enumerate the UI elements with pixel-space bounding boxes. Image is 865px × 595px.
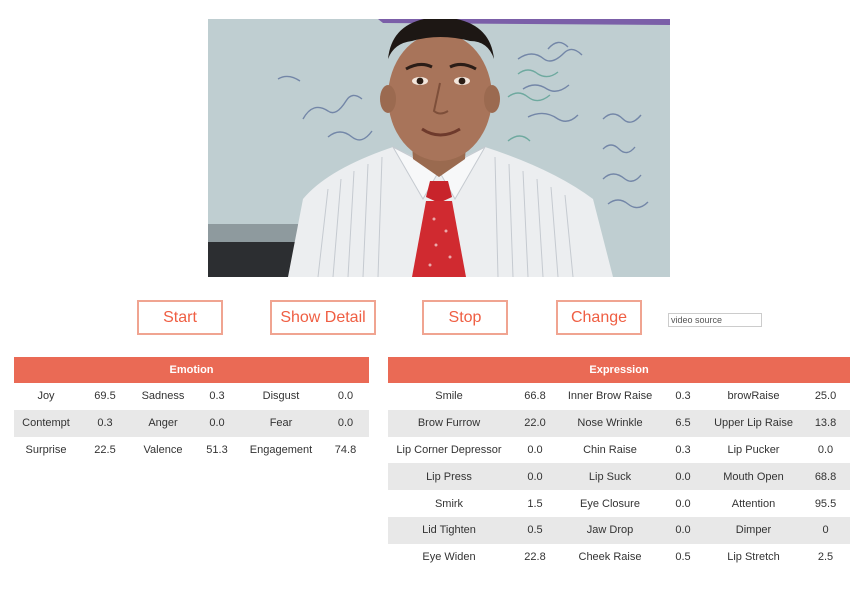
expression-metric-label: Lid Tighten (388, 516, 510, 544)
expression-metric-label: Eye Widen (388, 543, 510, 571)
emotion-metric-label: Engagement (240, 436, 322, 464)
expression-metric-label: Jaw Drop (560, 516, 660, 544)
emotion-metric-label: Valence (132, 436, 194, 464)
emotion-table: Emotion Joy 69.5 Sadness 0.3 Disgust 0.0 Conte… (14, 357, 370, 464)
emotion-metric-label: Surprise (14, 436, 78, 464)
expression-row: Smirk 1.5 Eye Closure 0.0 Attention 95.5 (388, 490, 851, 517)
expression-row: Lip Press 0.0 Lip Suck 0.0 Mouth Open 68.8 (388, 463, 851, 491)
expression-metric-value: 66.8 (510, 383, 560, 410)
expression-metric-value: 0 (801, 516, 851, 544)
emotion-metric-label: Fear (240, 409, 322, 437)
emotion-row: Joy 69.5 Sadness 0.3 Disgust 0.0 (14, 383, 370, 410)
expression-metric-value: 0.3 (660, 383, 706, 410)
emotion-row: Surprise 22.5 Valence 51.3 Engagement 74.8 (14, 436, 370, 464)
expression-metric-value: 0.5 (660, 543, 706, 571)
expression-metric-label: Smirk (388, 490, 510, 517)
expression-metric-label: Smile (388, 383, 510, 410)
emotion-metric-value: 69.5 (78, 383, 132, 410)
expression-metric-label: Lip Stretch (706, 543, 801, 571)
expression-row: Eye Widen 22.8 Cheek Raise 0.5 Lip Stretch 2.… (388, 543, 851, 571)
expression-metric-value: 0.3 (660, 436, 706, 464)
expression-row: Brow Furrow 22.0 Nose Wrinkle 6.5 Upper Lip … (388, 409, 851, 437)
change-button[interactable]: Change (556, 300, 642, 335)
expression-metric-label: Inner Brow Raise (560, 383, 660, 410)
expression-metric-value: 0.0 (510, 463, 560, 491)
expression-metric-label: Lip Corner Depressor (388, 436, 510, 464)
expression-metric-label: Brow Furrow (388, 409, 510, 437)
emotion-metric-label: Contempt (14, 409, 78, 437)
expression-row: Smile 66.8 Inner Brow Raise 0.3 browRaise 25.… (388, 383, 851, 410)
video-source-input[interactable] (668, 313, 762, 327)
expression-metric-value: 0.0 (660, 490, 706, 517)
expression-metric-value: 0.0 (660, 516, 706, 544)
emotion-metric-value: 22.5 (78, 436, 132, 464)
expression-metric-value: 13.8 (801, 409, 851, 437)
emotion-metric-label: Joy (14, 383, 78, 410)
expression-metric-value: 0.0 (510, 436, 560, 464)
emotion-metric-label: Anger (132, 409, 194, 437)
expression-row: Lid Tighten 0.5 Jaw Drop 0.0 Dimper 0 (388, 516, 851, 544)
expression-metric-value: 95.5 (801, 490, 851, 517)
expression-row: Lip Corner Depressor 0.0 Chin Raise 0.3 Lip … (388, 436, 851, 464)
emotion-row: Contempt 0.3 Anger 0.0 Fear 0.0 (14, 409, 370, 437)
emotion-metric-value: 0.0 (194, 409, 240, 437)
webcam-image (208, 19, 670, 277)
expression-metric-value: 22.0 (510, 409, 560, 437)
expression-metric-label: Lip Suck (560, 463, 660, 491)
emotion-metric-value: 0.0 (322, 383, 370, 410)
expression-metric-value: 0.0 (660, 463, 706, 491)
emotion-metric-value: 0.3 (78, 409, 132, 437)
expression-table: Expression Smile 66.8 Inner Brow Raise 0.3 b… (388, 357, 851, 571)
expression-metric-value: 2.5 (801, 543, 851, 571)
expression-table-body: Smile 66.8 Inner Brow Raise 0.3 browRaise 25.… (388, 383, 851, 571)
video-feed (208, 19, 670, 277)
expression-metric-label: Lip Pucker (706, 436, 801, 464)
expression-metric-value: 0.0 (801, 436, 851, 464)
expression-metric-value: 6.5 (660, 409, 706, 437)
expression-metric-label: Cheek Raise (560, 543, 660, 571)
expression-metric-label: Nose Wrinkle (560, 409, 660, 437)
emotion-metric-value: 0.3 (194, 383, 240, 410)
stop-button[interactable]: Stop (422, 300, 508, 335)
expression-table-header: Expression (388, 357, 851, 383)
emotion-metric-label: Sadness (132, 383, 194, 410)
expression-metric-value: 25.0 (801, 383, 851, 410)
expression-metric-label: Attention (706, 490, 801, 517)
expression-metric-label: browRaise (706, 383, 801, 410)
emotion-table-body: Joy 69.5 Sadness 0.3 Disgust 0.0 Contempt 0.3 An… (14, 383, 370, 464)
expression-metric-value: 0.5 (510, 516, 560, 544)
expression-metric-label: Lip Press (388, 463, 510, 491)
expression-metric-label: Chin Raise (560, 436, 660, 464)
expression-metric-label: Mouth Open (706, 463, 801, 491)
expression-metric-value: 1.5 (510, 490, 560, 517)
show-detail-button[interactable]: Show Detail (270, 300, 376, 335)
expression-metric-label: Upper Lip Raise (706, 409, 801, 437)
expression-metric-label: Eye Closure (560, 490, 660, 517)
expression-metric-label: Dimper (706, 516, 801, 544)
emotion-metric-value: 0.0 (322, 409, 370, 437)
start-button[interactable]: Start (137, 300, 223, 335)
emotion-table-header: Emotion (14, 357, 370, 383)
emotion-metric-label: Disgust (240, 383, 322, 410)
emotion-metric-value: 51.3 (194, 436, 240, 464)
expression-metric-value: 68.8 (801, 463, 851, 491)
expression-metric-value: 22.8 (510, 543, 560, 571)
emotion-metric-value: 74.8 (322, 436, 370, 464)
